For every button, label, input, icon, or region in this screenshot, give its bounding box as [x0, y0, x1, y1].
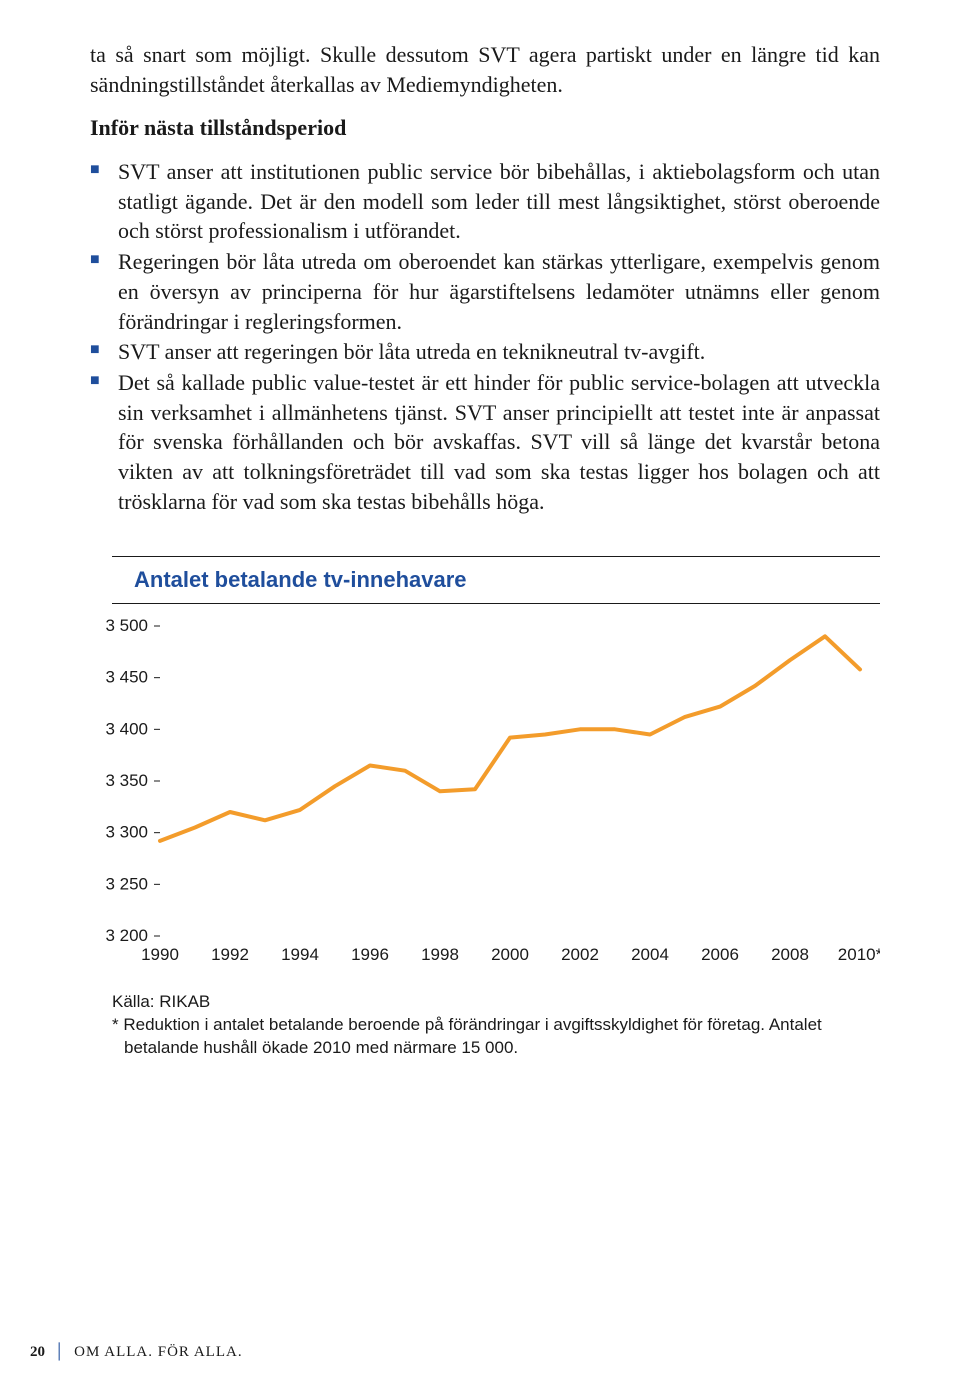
svg-text:2008: 2008	[771, 945, 809, 964]
bullet-item: Det så kallade public value-testet är et…	[90, 368, 880, 516]
svg-text:2006: 2006	[701, 945, 739, 964]
svg-text:3 500: 3 500	[105, 616, 148, 635]
subheading: Inför nästa tillståndsperiod	[90, 113, 880, 143]
chart-block: Antalet betalande tv-innehavare 3 2003 2…	[90, 556, 880, 1060]
bullet-item: SVT anser att institutionen public servi…	[90, 157, 880, 246]
svg-text:1990: 1990	[141, 945, 179, 964]
book-title: OM ALLA. FÖR ALLA.	[74, 1344, 242, 1360]
bullet-item: Regeringen bör låta utreda om oberoendet…	[90, 247, 880, 336]
footer-separator: │	[50, 1344, 70, 1360]
line-chart: 3 200 3 250 3 300 3 350 3 400 3 450 3 500 1990 1…	[90, 616, 880, 976]
lead-paragraph: ta så snart som möjligt. Skulle dessutom…	[90, 40, 880, 99]
svg-text:3 450: 3 450	[105, 668, 148, 687]
page: ta så snart som möjligt. Skulle dessutom…	[0, 0, 960, 1391]
svg-text:3 300: 3 300	[105, 823, 148, 842]
chart-source: Källa: RIKAB	[112, 992, 880, 1012]
body-text: ta så snart som möjligt. Skulle dessutom…	[90, 40, 880, 516]
svg-text:1998: 1998	[421, 945, 459, 964]
svg-text:3 250: 3 250	[105, 875, 148, 894]
chart-area: 3 200 3 250 3 300 3 350 3 400 3 450 3 500 1990 1…	[90, 616, 880, 986]
page-footer: 20 │ OM ALLA. FÖR ALLA.	[30, 1344, 243, 1361]
svg-text:2000: 2000	[491, 945, 529, 964]
svg-text:3 350: 3 350	[105, 771, 148, 790]
bullet-item: SVT anser att regeringen bör låta utreda…	[90, 337, 880, 367]
svg-text:2010*: 2010*	[838, 945, 880, 964]
svg-text:1992: 1992	[211, 945, 249, 964]
svg-text:1996: 1996	[351, 945, 389, 964]
bullet-list: SVT anser att institutionen public servi…	[90, 157, 880, 516]
chart-title-wrap: Antalet betalande tv-innehavare	[112, 557, 880, 604]
svg-text:3 400: 3 400	[105, 720, 148, 739]
svg-text:1994: 1994	[281, 945, 319, 964]
svg-text:2004: 2004	[631, 945, 669, 964]
chart-title: Antalet betalande tv-innehavare	[112, 557, 880, 604]
chart-footnote: * Reduktion i antalet betalande beroende…	[112, 1014, 880, 1060]
svg-text:2002: 2002	[561, 945, 599, 964]
svg-text:3 200: 3 200	[105, 926, 148, 945]
page-number: 20	[30, 1344, 45, 1360]
